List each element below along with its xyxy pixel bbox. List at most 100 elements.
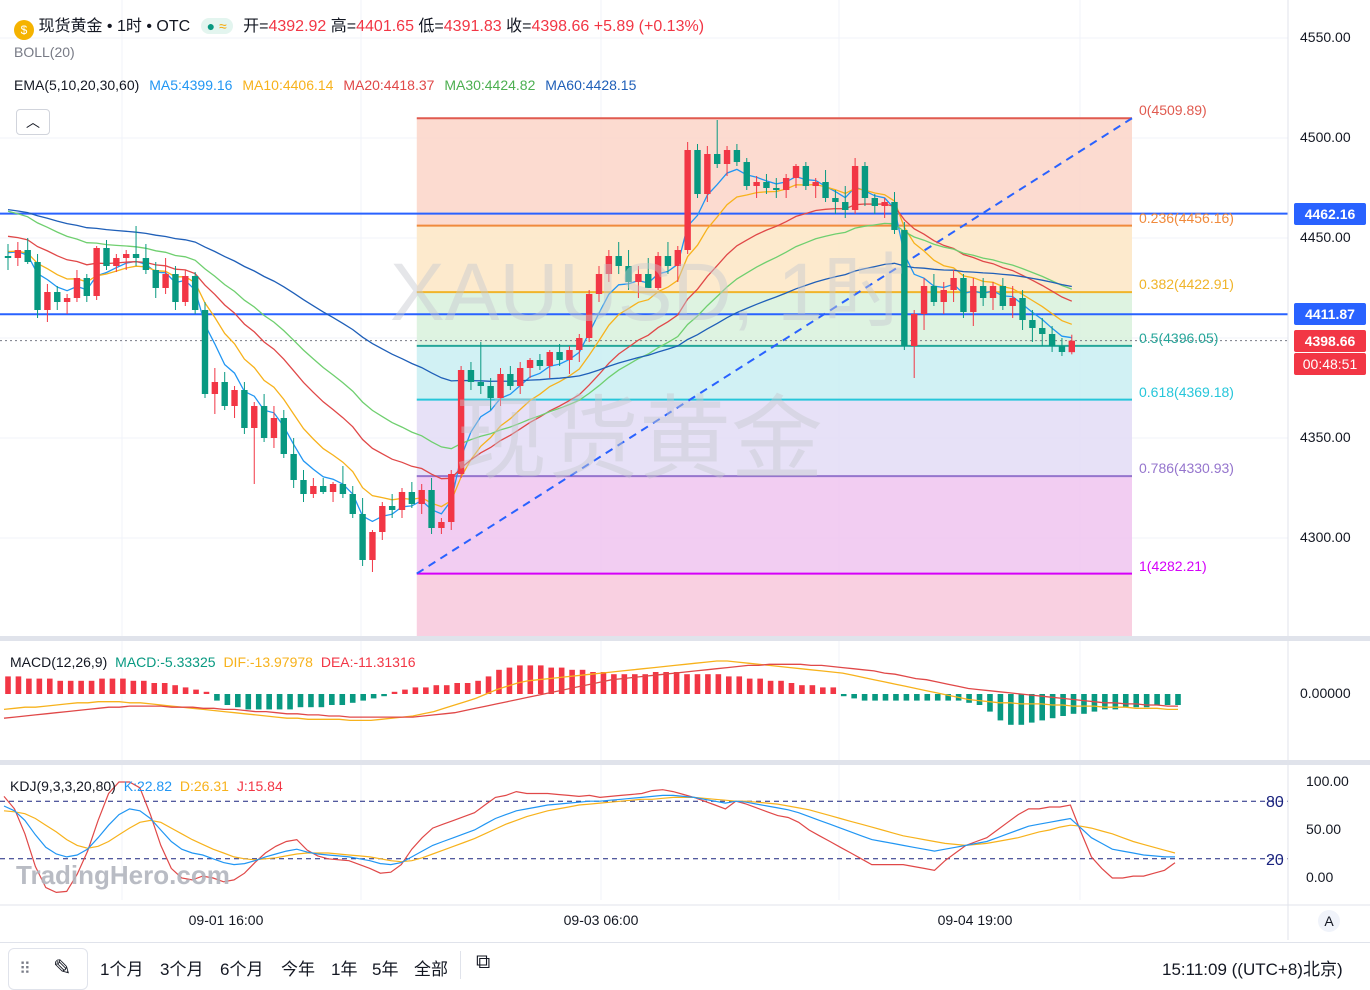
- fib-zone: [416, 476, 1132, 574]
- auto-scale-button[interactable]: A: [1318, 910, 1340, 932]
- boll-legend[interactable]: BOLL(20): [14, 44, 75, 60]
- macd-histogram-bar: [872, 694, 878, 701]
- price-tick: 4550.00: [1300, 29, 1351, 45]
- candle-body: [812, 182, 819, 186]
- fib-retracement[interactable]: [416, 117, 1132, 636]
- fib-level-label: 0.236(4456.16): [1139, 209, 1234, 226]
- toolbar-divider: [460, 951, 461, 979]
- symbol-name[interactable]: 现货黄金: [38, 18, 103, 35]
- macd-histogram-bar: [945, 694, 951, 701]
- candle-body: [970, 286, 977, 312]
- ema-legend[interactable]: EMA(5,10,20,30,60) MA5:4399.16 MA10:4406…: [14, 77, 636, 93]
- kdj-ref-label: 20: [1266, 852, 1284, 869]
- macd-histogram-bar: [266, 694, 272, 710]
- close-label: 收=: [506, 18, 532, 35]
- range-1m-button[interactable]: 1个月: [100, 960, 144, 979]
- candle-body: [457, 370, 465, 474]
- line-price-badge-upper[interactable]: 4462.16: [1294, 202, 1366, 225]
- name-watermark: 现货黄金: [455, 389, 824, 491]
- range-1y-button[interactable]: 1年: [331, 960, 358, 979]
- range-all-button[interactable]: 全部: [414, 960, 448, 979]
- calendar-range-icon[interactable]: ⧉: [476, 951, 491, 973]
- macd-histogram-bar: [590, 672, 596, 694]
- candle-body: [645, 274, 652, 288]
- kdj-ref-label: 80: [1266, 794, 1284, 811]
- macd-histogram-bar: [36, 678, 43, 694]
- macd-histogram-bar: [882, 694, 889, 701]
- macd-histogram-bar: [235, 694, 241, 708]
- collapse-legend-button[interactable]: ︿: [16, 109, 50, 135]
- macd-histogram-bar: [903, 694, 910, 701]
- change-value: +5.89 (+0.13%): [593, 18, 705, 35]
- candle-body: [320, 486, 327, 492]
- candle-body: [132, 254, 140, 258]
- candle-body: [576, 338, 583, 350]
- candle-body: [418, 490, 425, 504]
- candle-body: [940, 290, 947, 302]
- candle-body: [723, 150, 731, 164]
- macd-histogram-bar: [621, 674, 628, 694]
- kdj-legend[interactable]: KDJ(9,3,3,20,80) K:22.82 D:26.31 J:15.84: [10, 778, 283, 794]
- clock-timezone[interactable]: 15:11:09 ((UTC+8)北京): [1162, 960, 1343, 979]
- fib-level-label: 0.382(4422.91): [1139, 276, 1234, 293]
- timeframe-label[interactable]: 1时: [116, 18, 142, 35]
- candle-body: [467, 370, 475, 382]
- macd-histogram-bar: [5, 676, 11, 694]
- macd-histogram-bar: [381, 694, 387, 697]
- candle-body: [1009, 298, 1016, 306]
- macd-histogram-bar: [631, 674, 638, 694]
- brush-icon[interactable]: ✎: [53, 955, 72, 980]
- macd-histogram-bar: [652, 672, 659, 694]
- macd-legend[interactable]: MACD(12,26,9) MACD:-5.33325 DIF:-13.9797…: [10, 654, 416, 670]
- macd-histogram-bar: [799, 685, 805, 694]
- line-price-badge-lower[interactable]: 4411.87: [1294, 303, 1366, 326]
- candle-body: [34, 262, 41, 310]
- drawing-tools-panel[interactable]: ⠿ ✎: [8, 948, 88, 990]
- macd-histogram-bar: [297, 694, 304, 708]
- candle-body: [24, 250, 31, 262]
- macd-histogram-bar: [464, 683, 471, 694]
- range-6m-button[interactable]: 6个月: [220, 960, 264, 979]
- candle-body: [989, 286, 997, 298]
- candle-body: [792, 166, 800, 178]
- candle-body: [881, 202, 888, 206]
- candles: [4, 120, 1075, 572]
- candle-body: [526, 360, 534, 368]
- macd-histogram-bar: [1070, 694, 1077, 714]
- dashed-trend-line: [416, 117, 1133, 575]
- candle-body: [162, 274, 169, 288]
- macd-histogram-bar: [997, 694, 1004, 721]
- macd-histogram-bar: [433, 685, 440, 694]
- candle-body: [1068, 340, 1075, 353]
- macd-histogram-bar: [1102, 694, 1108, 710]
- drag-handle-icon[interactable]: ⠿: [19, 961, 31, 978]
- macd-histogram-bar: [1039, 694, 1045, 721]
- close-value: 4398.66: [531, 18, 590, 35]
- candle-body: [4, 256, 12, 258]
- high-value: 4401.65: [356, 18, 414, 35]
- candle-body: [615, 256, 622, 266]
- candle-body: [113, 258, 120, 266]
- bar-countdown-badge: 00:48:51: [1294, 352, 1366, 375]
- trend-line[interactable]: [416, 117, 1133, 575]
- macd-histogram-bar: [329, 694, 335, 705]
- macd-histogram-bar: [914, 694, 920, 701]
- fib-zone: [416, 345, 1132, 400]
- market-status-badge[interactable]: ● ≈: [200, 18, 233, 34]
- ema-label: EMA(5,10,20,30,60): [14, 77, 140, 93]
- candle-body: [172, 274, 179, 302]
- macd-histogram-bar: [673, 672, 680, 694]
- candle-body: [960, 278, 967, 312]
- d-line: [3, 796, 1176, 863]
- candle-body: [605, 256, 613, 274]
- candle-body: [280, 418, 287, 454]
- range-ytd-button[interactable]: 今年: [281, 960, 315, 979]
- horizontal-lines[interactable]: [0, 212, 1288, 342]
- macd-histogram-bar: [151, 683, 158, 694]
- range-5y-button[interactable]: 5年: [372, 960, 399, 979]
- macd-histogram-bar: [694, 674, 701, 694]
- range-3m-button[interactable]: 3个月: [160, 960, 204, 979]
- macd-histogram-bar: [475, 680, 481, 694]
- macd-histogram-bar: [767, 680, 774, 694]
